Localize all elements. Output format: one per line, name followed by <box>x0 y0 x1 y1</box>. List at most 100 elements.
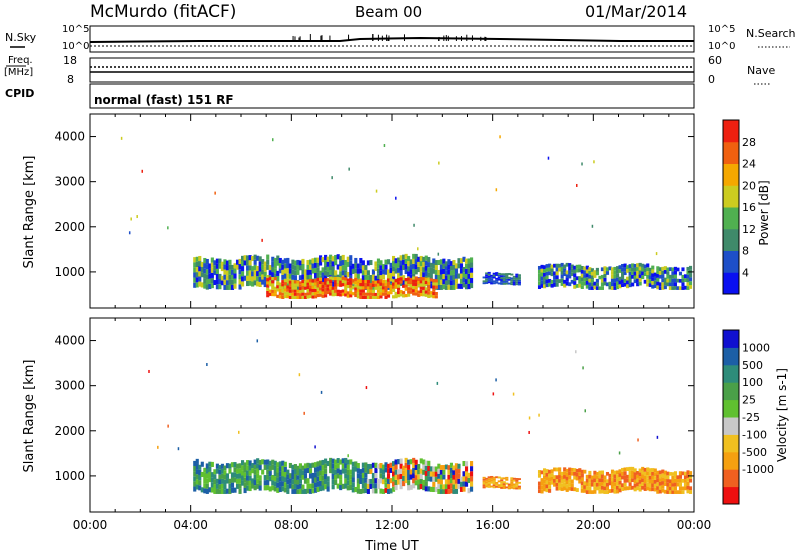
data-cell <box>631 274 635 279</box>
freq-unit-label: [MHz] <box>4 67 33 78</box>
data-cell <box>291 259 295 265</box>
data-cell <box>588 274 592 279</box>
data-cell <box>379 282 383 286</box>
scatter-point <box>120 136 123 140</box>
data-cell <box>666 278 670 283</box>
data-cell <box>497 274 501 277</box>
data-cell <box>273 268 277 274</box>
data-cell <box>575 264 579 269</box>
scatter-point <box>436 381 439 385</box>
data-cell <box>663 277 667 282</box>
data-cell <box>246 255 250 261</box>
scatter-point <box>637 438 639 442</box>
data-cell <box>251 276 255 282</box>
data-cell <box>570 471 574 476</box>
data-cell <box>505 275 509 277</box>
data-cell <box>361 270 365 276</box>
data-cell <box>447 465 451 470</box>
data-cell <box>449 265 453 271</box>
data-cell <box>215 284 219 290</box>
data-cell <box>283 291 287 295</box>
data-cell <box>545 472 549 477</box>
data-cell <box>369 282 373 287</box>
data-cell <box>434 291 438 296</box>
data-cell <box>439 284 443 290</box>
data-cell <box>638 483 642 488</box>
data-cell <box>638 270 642 275</box>
data-cell <box>233 477 237 483</box>
data-cell <box>414 282 418 287</box>
data-cell <box>276 462 280 468</box>
data-cell <box>437 279 441 285</box>
data-cell <box>276 260 280 266</box>
data-cell <box>412 253 416 259</box>
data-cell <box>233 467 237 473</box>
data-cell <box>364 462 368 468</box>
data-cell <box>550 480 554 485</box>
data-cell <box>205 274 209 280</box>
data-cell <box>298 488 302 494</box>
scatter-point <box>528 416 531 420</box>
data-cell <box>686 278 690 283</box>
data-cell <box>389 273 393 279</box>
data-cell <box>346 291 350 295</box>
data-cell <box>321 277 325 283</box>
data-cell <box>678 475 683 479</box>
data-cell <box>585 273 589 278</box>
data-cell <box>291 489 295 494</box>
data-cell <box>361 283 365 287</box>
data-cell <box>329 254 333 260</box>
data-cell <box>517 276 521 278</box>
data-cell <box>386 284 391 289</box>
data-cell <box>261 264 265 270</box>
data-cell <box>243 482 247 488</box>
data-cell <box>220 483 224 489</box>
data-cell <box>349 278 353 282</box>
data-cell <box>608 473 612 478</box>
data-cell <box>578 472 582 476</box>
colorbar-tick-label: 12 <box>742 223 756 236</box>
scatter-point <box>348 167 350 171</box>
data-cell <box>336 483 340 489</box>
data-cell <box>200 282 204 288</box>
data-cell <box>673 266 677 271</box>
data-cell <box>621 475 625 480</box>
data-cell <box>560 278 564 283</box>
data-cell <box>623 471 627 476</box>
data-cell <box>248 275 252 281</box>
data-cell <box>324 478 328 485</box>
data-cell <box>220 261 224 267</box>
data-cell <box>427 476 431 482</box>
data-cell <box>296 479 300 485</box>
data-cell <box>568 471 572 476</box>
data-cell <box>578 279 582 284</box>
data-cell <box>588 486 592 491</box>
data-cell <box>673 475 677 479</box>
data-cell <box>427 256 431 263</box>
data-cell <box>621 483 625 488</box>
data-cell <box>281 289 285 293</box>
data-cell <box>668 472 672 476</box>
data-cell <box>545 271 549 276</box>
data-cell <box>424 280 428 285</box>
data-cell <box>271 272 275 278</box>
data-cell <box>276 467 280 473</box>
data-cell <box>485 479 489 482</box>
data-cell <box>540 268 544 273</box>
data-cell <box>500 479 504 482</box>
data-cell <box>502 282 506 285</box>
data-cell <box>681 267 685 272</box>
data-cell <box>359 292 363 296</box>
data-cell <box>495 277 499 280</box>
data-cell <box>548 477 552 482</box>
data-cell <box>366 483 370 489</box>
data-cell <box>392 271 396 277</box>
data-cell <box>258 281 262 288</box>
data-cell <box>246 270 250 276</box>
data-cell <box>303 295 308 299</box>
data-cell <box>301 283 305 287</box>
data-cell <box>392 486 396 492</box>
data-cell <box>603 281 607 286</box>
data-cell <box>588 267 592 271</box>
data-cell <box>278 292 282 296</box>
